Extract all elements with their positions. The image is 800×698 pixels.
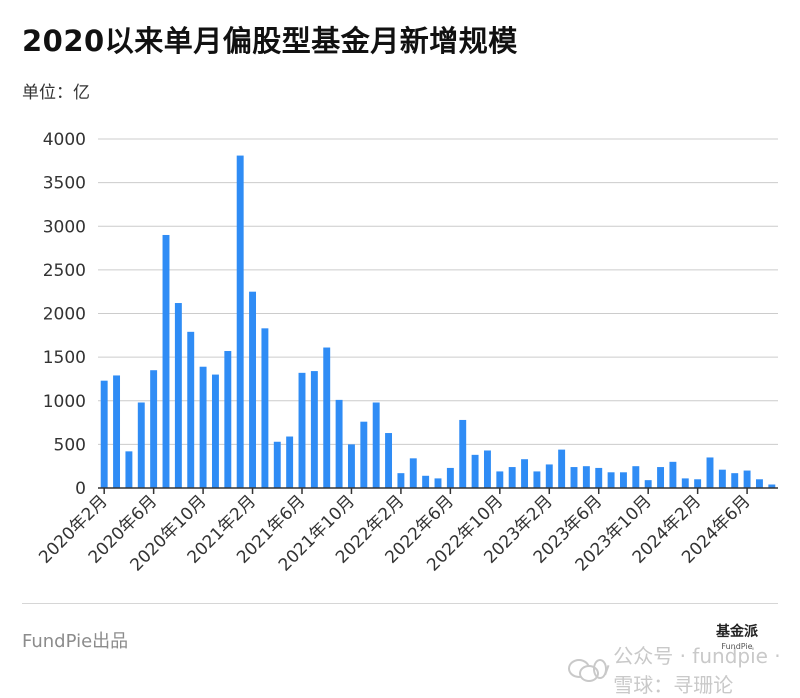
bar [360, 421, 368, 488]
y-tick-label: 500 [54, 435, 86, 455]
bar [409, 458, 417, 488]
bar [298, 372, 306, 488]
bar [162, 234, 170, 488]
bar [397, 473, 405, 488]
bar [224, 351, 232, 488]
bar [483, 450, 491, 488]
bar [261, 328, 269, 488]
bar [113, 375, 121, 488]
bar [644, 480, 652, 488]
bar [187, 331, 195, 488]
bar [347, 444, 355, 488]
bar [125, 451, 133, 488]
y-tick-label: 1500 [43, 348, 86, 368]
wechat-icon [568, 657, 599, 682]
bar [570, 467, 578, 488]
bar [706, 457, 714, 488]
bar [681, 478, 689, 488]
bar [619, 472, 627, 488]
chart-title: 2020以来单月偏股型基金月新增规模 [22, 24, 518, 58]
y-tick-label: 2000 [43, 305, 86, 325]
footer-divider [22, 603, 778, 604]
bar [508, 467, 516, 488]
bar [718, 469, 726, 488]
y-tick-label: 0 [75, 479, 86, 499]
bar [471, 454, 479, 488]
bar [310, 371, 318, 488]
logo-main-text: 基金派 [716, 624, 758, 640]
bar [434, 478, 442, 488]
y-tick-label: 3000 [43, 217, 86, 237]
bar [249, 291, 257, 488]
bar [632, 466, 640, 488]
y-tick-label: 4000 [43, 130, 86, 150]
bar [657, 467, 665, 488]
bar [199, 366, 207, 488]
unit-label: 单位：亿 [22, 83, 90, 103]
bar [150, 370, 158, 488]
bar [755, 479, 763, 488]
bar [558, 449, 566, 488]
bar [607, 472, 615, 488]
bar [100, 380, 108, 488]
bar [335, 399, 343, 488]
bar-chart: 050010001500200025003000350040002020年2月2… [35, 130, 778, 575]
bar [323, 347, 331, 488]
bar [211, 374, 219, 488]
logo-sub-text: FundPie [721, 642, 753, 651]
bar [545, 464, 553, 488]
bar [694, 479, 702, 488]
bar [286, 436, 294, 488]
bar [496, 471, 504, 488]
bar [385, 433, 393, 488]
brand-label: FundPie出品 [22, 631, 129, 652]
bar [174, 303, 182, 488]
y-tick-label: 1000 [43, 392, 86, 412]
bar [446, 467, 454, 488]
bar [582, 466, 590, 488]
y-tick-label: 2500 [43, 261, 86, 281]
bar [459, 419, 467, 488]
bar [743, 470, 751, 488]
bar [236, 155, 244, 488]
bar [273, 441, 281, 488]
bar [521, 459, 529, 488]
y-tick-label: 3500 [43, 174, 86, 194]
bar [372, 402, 380, 488]
bar [422, 475, 430, 488]
bar [669, 461, 677, 488]
bar [768, 484, 776, 488]
bar [137, 402, 145, 488]
fundpie-logo: 基金派 FundPie [702, 621, 772, 651]
bar [533, 471, 541, 488]
bar [595, 467, 603, 488]
bar [731, 473, 739, 488]
xueqiu-icon [593, 659, 608, 679]
